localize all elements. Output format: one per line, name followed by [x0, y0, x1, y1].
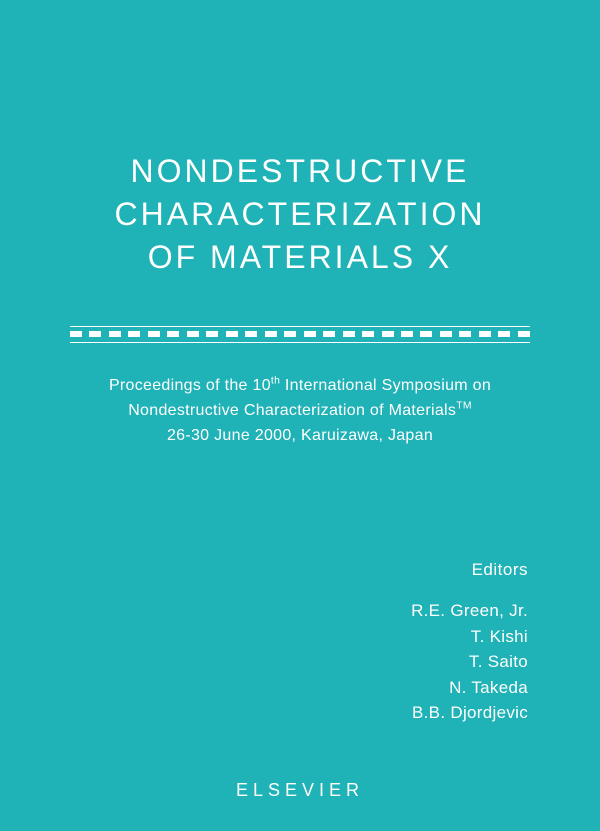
editor-name: B.B. Djordjevic — [411, 700, 528, 726]
editors-heading: Editors — [411, 560, 528, 580]
book-cover: NONDESTRUCTIVE CHARACTERIZATION OF MATER… — [0, 0, 600, 831]
editor-name: T. Kishi — [411, 624, 528, 650]
subtitle-block: Proceedings of the 10th International Sy… — [70, 374, 530, 448]
publisher-label: ELSEVIER — [0, 780, 600, 801]
title-line-3: OF MATERIALS X — [70, 236, 530, 279]
subtitle-l1-sup: th — [271, 376, 280, 387]
title-line-2: CHARACTERIZATION — [70, 193, 530, 236]
editor-name: T. Saito — [411, 649, 528, 675]
title-divider — [70, 326, 530, 344]
subtitle-l1-post: International Symposium on — [280, 377, 491, 394]
subtitle-line-2: Nondestructive Characterization of Mater… — [70, 399, 530, 424]
subtitle-l2-pre: Nondestructive Characterization of Mater… — [128, 402, 456, 419]
subtitle-l1-pre: Proceedings of the 10 — [109, 377, 271, 394]
editors-block: Editors R.E. Green, Jr. T. Kishi T. Sait… — [411, 560, 528, 726]
editor-name: N. Takeda — [411, 675, 528, 701]
subtitle-l2-sup: TM — [456, 400, 472, 411]
editor-name: R.E. Green, Jr. — [411, 598, 528, 624]
subtitle-line-1: Proceedings of the 10th International Sy… — [70, 374, 530, 399]
subtitle-line-3: 26-30 June 2000, Karuizawa, Japan — [70, 424, 530, 449]
title-block: NONDESTRUCTIVE CHARACTERIZATION OF MATER… — [70, 150, 530, 280]
title-line-1: NONDESTRUCTIVE — [70, 150, 530, 193]
divider-dashes — [70, 331, 530, 337]
